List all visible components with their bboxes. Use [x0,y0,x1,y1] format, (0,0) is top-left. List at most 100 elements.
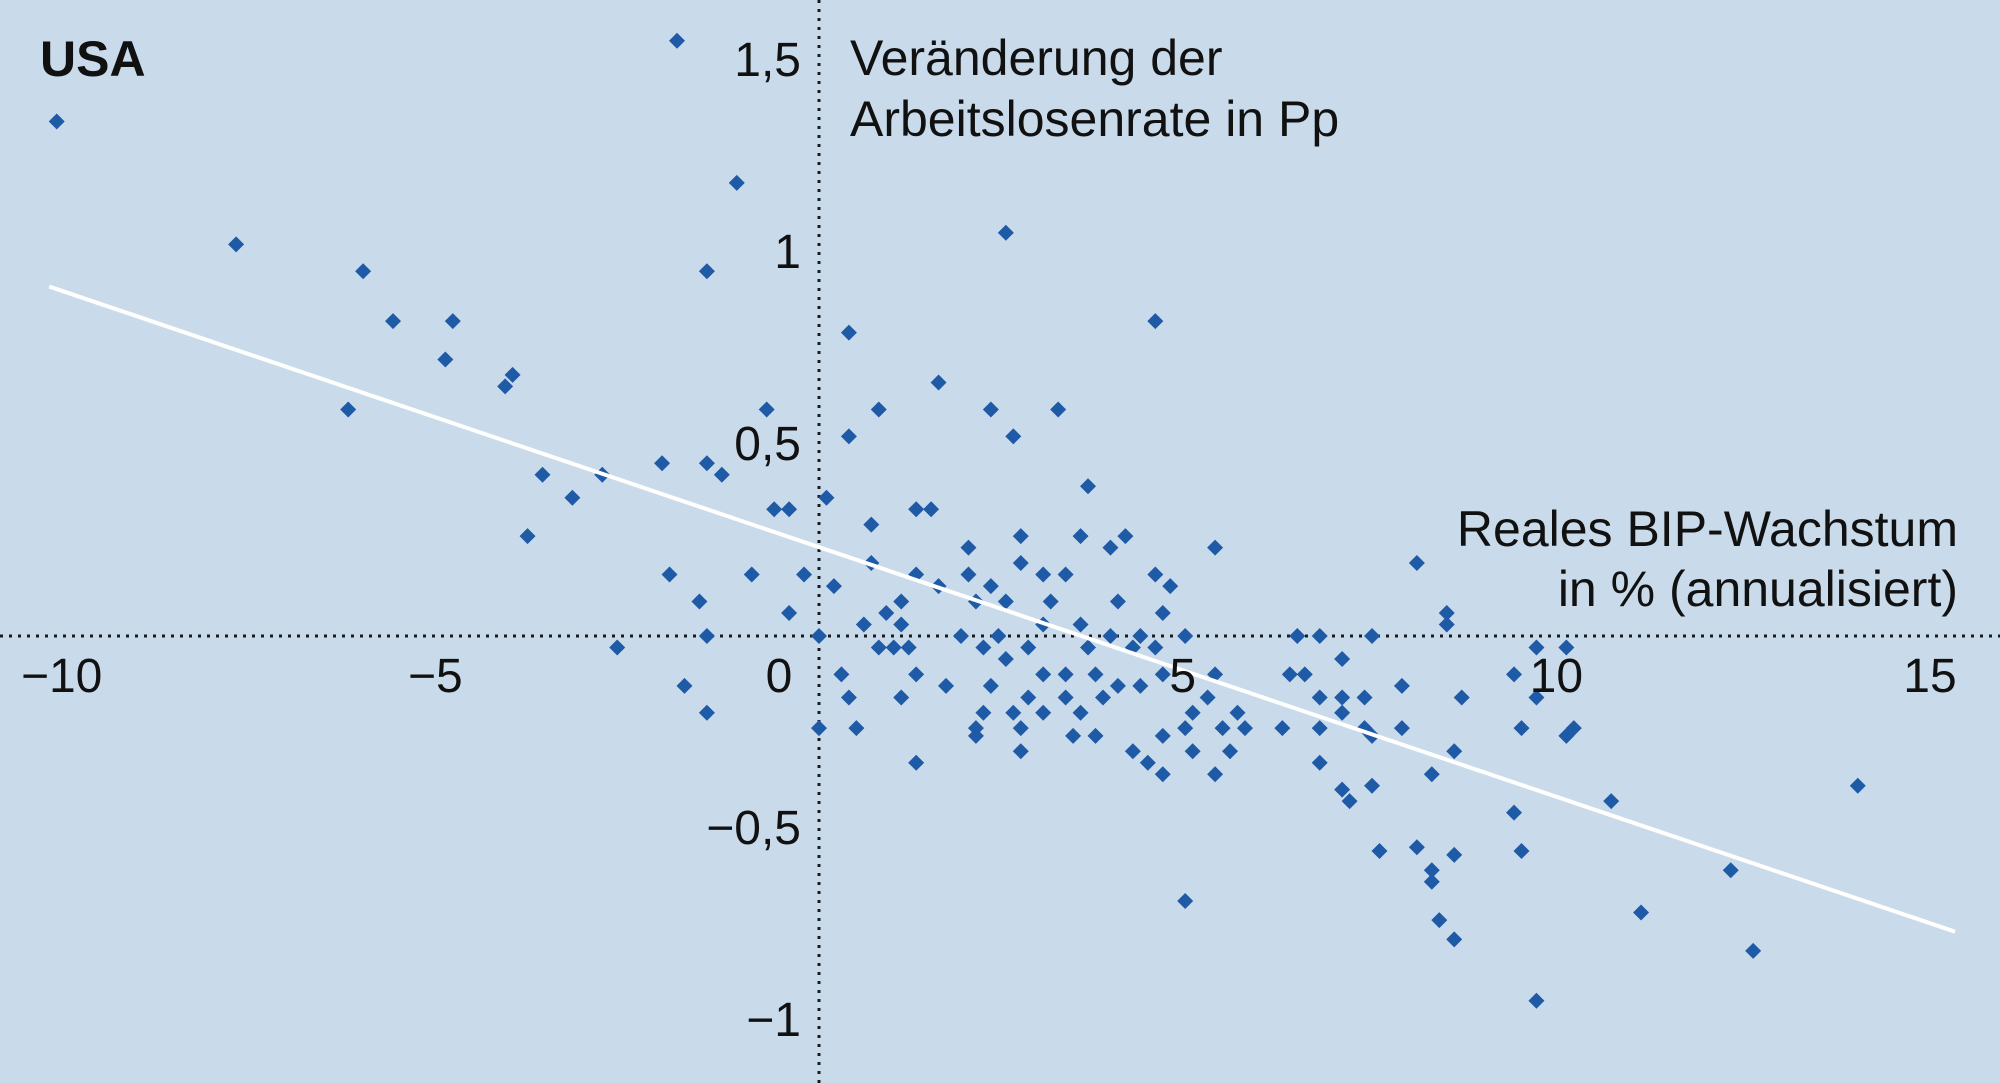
data-point-123 [1222,743,1239,760]
data-point-48 [1072,528,1089,545]
data-point-56 [982,578,999,595]
data-point-96 [938,677,955,694]
data-point-26 [766,501,783,518]
data-point-87 [1147,639,1164,656]
data-point-109 [1072,704,1089,721]
data-point-57 [1012,555,1029,572]
data-point-139 [1356,689,1373,706]
data-point-132 [1311,628,1328,644]
data-point-158 [1431,912,1448,929]
data-point-65 [855,616,872,633]
data-point-131 [1289,628,1306,644]
data-point-3 [698,263,715,280]
data-point-107 [1005,704,1022,721]
data-point-75 [1072,616,1089,633]
data-point-61 [1162,578,1179,595]
data-point-30 [781,604,798,621]
data-point-173 [1603,793,1620,810]
data-point-159 [1446,931,1463,948]
data-point-36 [863,516,880,533]
y-tick-label-3: −0,5 [706,802,801,855]
x-tick-labels: −10 −5 0 5 10 15 [21,650,1957,703]
data-point-163 [1453,689,1470,706]
x-tick-label-3: 5 [1169,650,1196,703]
data-point-47 [1012,528,1029,545]
data-point-66 [878,604,895,621]
data-point-117 [1177,720,1194,737]
data-point-177 [1745,942,1762,959]
chart-title: USA [40,31,146,87]
data-points [48,32,1866,1009]
data-point-122 [1184,743,1201,760]
data-point-40 [1050,401,1067,418]
data-point-24 [713,466,730,483]
data-point-176 [1722,862,1739,879]
data-point-135 [1296,666,1313,683]
data-point-127 [1154,766,1171,783]
data-point-149 [1364,777,1381,794]
data-point-81 [885,639,902,656]
data-point-62 [825,578,842,595]
data-point-114 [1012,720,1029,737]
data-point-111 [1229,704,1246,721]
x-tick-label-2: 0 [766,650,793,703]
data-point-55 [960,566,977,583]
data-point-2 [728,174,745,191]
data-point-71 [1154,604,1171,621]
data-point-4 [228,236,245,253]
data-point-155 [1446,846,1463,863]
data-point-12 [534,466,551,483]
data-point-58 [1035,566,1052,583]
data-point-41 [997,224,1014,241]
data-point-50 [1102,539,1119,556]
data-point-14 [564,489,581,506]
data-point-160 [1408,555,1425,572]
data-point-16 [661,566,678,583]
data-point-59 [1057,566,1074,583]
data-point-102 [1199,689,1216,706]
data-point-23 [698,455,715,472]
data-point-19 [676,677,693,694]
data-point-80 [870,639,887,656]
data-point-27 [781,501,798,518]
data-point-128 [1207,766,1224,783]
data-point-22 [654,455,671,472]
data-point-101 [1132,677,1149,694]
x-axis-label-line-2: in % (annualisiert) [1558,561,1958,617]
data-point-70 [1109,593,1126,610]
data-point-124 [1124,743,1141,760]
data-point-156 [1423,862,1440,879]
data-point-51 [1207,539,1224,556]
data-point-142 [1311,720,1328,737]
x-axis-label-line-1: Reales BIP-Wachstum [1457,501,1958,557]
data-point-43 [1080,478,1097,495]
data-point-133 [1364,628,1381,644]
x-tick-label-5: 15 [1903,650,1956,703]
data-point-98 [1020,689,1037,706]
data-point-89 [997,651,1014,668]
data-point-153 [1408,839,1425,856]
data-point-152 [1371,843,1388,860]
data-point-84 [1020,639,1037,656]
data-point-126 [1139,754,1156,771]
data-point-125 [1012,743,1029,760]
data-point-100 [1094,689,1111,706]
y-tick-label-2: 0,5 [734,418,801,471]
data-point-136 [1334,651,1351,668]
data-point-37 [930,374,947,391]
data-point-44 [908,501,925,518]
data-point-72 [952,628,969,644]
data-point-97 [982,677,999,694]
data-point-35 [870,401,887,418]
trend-line [48,284,1956,934]
data-point-11 [340,401,357,418]
data-point-112 [848,720,865,737]
x-tick-label-0: −10 [21,650,102,703]
data-point-167 [1528,639,1545,656]
data-point-42 [1147,313,1164,330]
data-point-60 [1147,566,1164,583]
data-point-25 [758,401,775,418]
data-point-120 [967,727,984,744]
data-point-151 [1423,766,1440,783]
data-point-5 [355,263,372,280]
